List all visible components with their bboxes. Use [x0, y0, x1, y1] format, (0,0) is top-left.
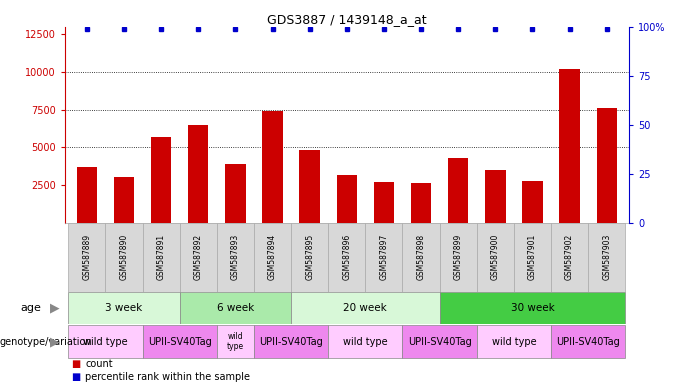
Bar [217, 325, 254, 358]
Bar [180, 293, 291, 324]
Bar [299, 151, 320, 223]
Bar [440, 293, 626, 324]
Text: GSM587898: GSM587898 [417, 234, 426, 280]
Bar [68, 325, 143, 358]
Text: GSM587903: GSM587903 [602, 234, 611, 280]
Bar [77, 167, 97, 223]
Bar [485, 170, 505, 223]
Text: UPII-SV40Tag: UPII-SV40Tag [259, 337, 323, 347]
Bar [143, 223, 180, 292]
Bar [262, 111, 283, 223]
Text: ■: ■ [71, 359, 81, 369]
Text: GSM587889: GSM587889 [82, 234, 91, 280]
Text: ■: ■ [71, 372, 81, 382]
Bar [188, 125, 209, 223]
Bar [143, 325, 217, 358]
Bar [522, 181, 543, 223]
Text: GSM587897: GSM587897 [379, 234, 388, 280]
Bar [403, 223, 440, 292]
Bar [68, 223, 105, 292]
Text: GSM587900: GSM587900 [491, 234, 500, 280]
Text: 6 week: 6 week [217, 303, 254, 313]
Bar [254, 325, 328, 358]
Text: age: age [20, 303, 41, 313]
Bar [114, 177, 134, 223]
Text: GSM587892: GSM587892 [194, 234, 203, 280]
Bar [551, 325, 626, 358]
Text: ▶: ▶ [50, 335, 59, 348]
Bar [365, 223, 403, 292]
Text: GSM587895: GSM587895 [305, 234, 314, 280]
Text: wild type: wild type [492, 337, 537, 347]
Bar [596, 108, 617, 223]
Bar [440, 223, 477, 292]
Text: genotype/variation: genotype/variation [0, 337, 92, 347]
Bar [291, 223, 328, 292]
Bar [477, 223, 514, 292]
Bar [217, 223, 254, 292]
Text: UPII-SV40Tag: UPII-SV40Tag [148, 337, 211, 347]
Bar [254, 223, 291, 292]
Bar [588, 223, 626, 292]
Bar [105, 223, 143, 292]
Text: wild
type: wild type [227, 332, 244, 351]
Text: 3 week: 3 week [105, 303, 143, 313]
Bar [337, 174, 357, 223]
Title: GDS3887 / 1439148_a_at: GDS3887 / 1439148_a_at [267, 13, 426, 26]
Bar [477, 325, 551, 358]
Text: percentile rank within the sample: percentile rank within the sample [85, 372, 250, 382]
Text: GSM587896: GSM587896 [342, 234, 352, 280]
Bar [68, 293, 180, 324]
Text: UPII-SV40Tag: UPII-SV40Tag [408, 337, 471, 347]
Text: 30 week: 30 week [511, 303, 554, 313]
Bar [411, 183, 431, 223]
Bar [374, 182, 394, 223]
Text: GSM587901: GSM587901 [528, 234, 537, 280]
Bar [151, 137, 171, 223]
Bar [403, 325, 477, 358]
Text: GSM587891: GSM587891 [156, 234, 166, 280]
Text: GSM587890: GSM587890 [120, 234, 129, 280]
Text: wild type: wild type [83, 337, 128, 347]
Text: UPII-SV40Tag: UPII-SV40Tag [556, 337, 620, 347]
Text: GSM587894: GSM587894 [268, 234, 277, 280]
Bar [560, 69, 580, 223]
Bar [448, 158, 469, 223]
Text: ▶: ▶ [50, 302, 59, 314]
Bar [514, 223, 551, 292]
Text: count: count [85, 359, 113, 369]
Bar [180, 223, 217, 292]
Bar [328, 325, 403, 358]
Text: GSM587893: GSM587893 [231, 234, 240, 280]
Bar [328, 223, 365, 292]
Text: GSM587899: GSM587899 [454, 234, 462, 280]
Bar [225, 164, 245, 223]
Text: GSM587902: GSM587902 [565, 234, 574, 280]
Text: wild type: wild type [343, 337, 388, 347]
Text: 20 week: 20 week [343, 303, 387, 313]
Bar [291, 293, 440, 324]
Bar [551, 223, 588, 292]
